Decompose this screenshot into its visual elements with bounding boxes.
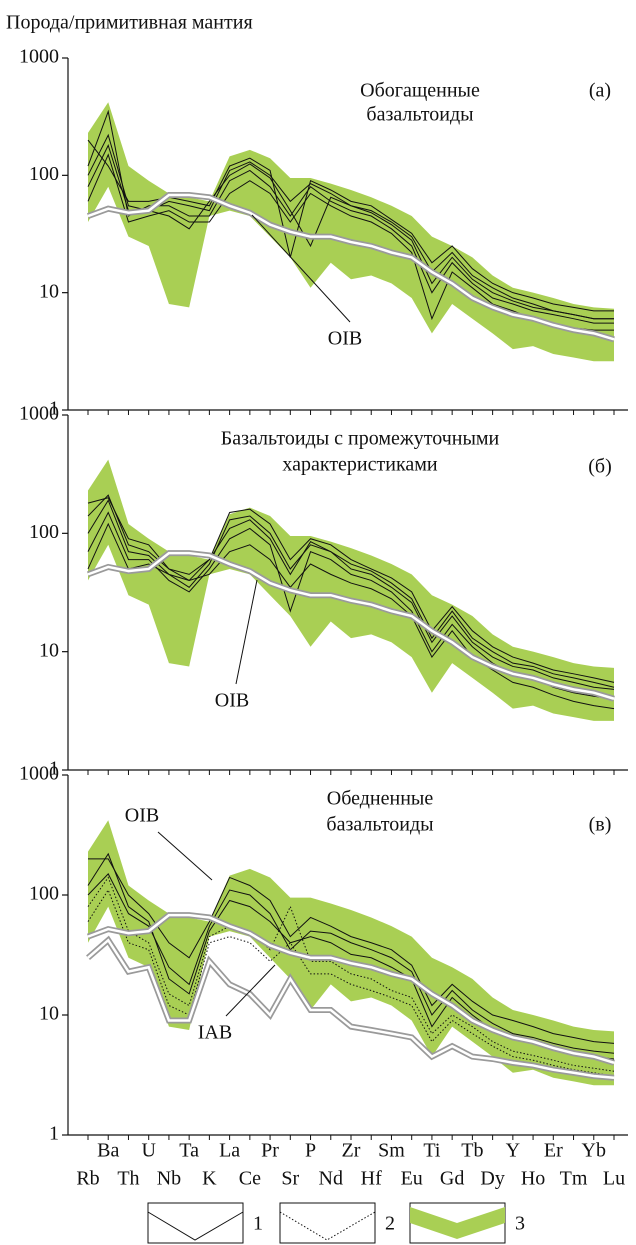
x-tick-label: Ti xyxy=(423,1140,441,1162)
x-tick-label: Sm xyxy=(378,1140,405,1162)
panel-title: базальтоиды xyxy=(366,104,473,126)
x-tick-label: Eu xyxy=(401,1168,423,1190)
reference-label: OIB xyxy=(215,690,249,712)
sample-line xyxy=(87,133,614,320)
sample-line xyxy=(87,876,615,1072)
sample-line xyxy=(87,139,614,312)
x-tick-label: Ta xyxy=(179,1140,199,1162)
panel-title: характеристиками xyxy=(282,454,438,476)
reference-line-inner xyxy=(87,938,615,1079)
x-tick-label: U xyxy=(141,1140,156,1162)
y-tick-label: 10 xyxy=(39,639,59,661)
legend-swatch xyxy=(410,1207,505,1239)
panel-label: (а) xyxy=(589,80,611,102)
x-tick-label: Yb xyxy=(582,1140,606,1162)
x-tick-label: Gd xyxy=(440,1168,464,1190)
x-tick-label: Ce xyxy=(239,1168,261,1190)
band-area xyxy=(88,820,614,1086)
x-tick-label: Th xyxy=(117,1168,139,1190)
x-tick-label: Sr xyxy=(281,1168,299,1190)
legend-swatch xyxy=(279,1211,376,1241)
x-tick-label: Zr xyxy=(342,1140,361,1162)
leader-line xyxy=(235,579,258,685)
sample-line xyxy=(88,858,615,1044)
panel-label: (б) xyxy=(588,456,612,478)
x-tick-label: Hf xyxy=(361,1168,382,1190)
panel-title: Базальтоиды с промежуточными xyxy=(221,428,500,450)
legend-label: 1 xyxy=(253,1213,263,1235)
leader-line xyxy=(225,964,276,1017)
x-tick-label: La xyxy=(219,1140,240,1162)
sample-line xyxy=(87,873,615,1054)
sample-line xyxy=(87,888,615,1077)
reference-label: OIB xyxy=(125,805,159,827)
x-tick-label: K xyxy=(202,1168,217,1190)
x-tick-label: Ba xyxy=(97,1140,119,1162)
x-tick-label: Tm xyxy=(560,1168,588,1190)
y-tick-label: 100 xyxy=(29,163,59,185)
y-tick-label: 10 xyxy=(39,1003,59,1025)
x-tick-label: Tb xyxy=(461,1140,483,1162)
x-tick-label: Y xyxy=(506,1140,520,1162)
reference-label: OIB xyxy=(328,328,362,350)
sample-line xyxy=(87,494,615,688)
x-tick-label: Nd xyxy=(319,1168,343,1190)
legend-swatch xyxy=(147,1211,244,1241)
leader-line xyxy=(157,831,213,881)
legend-box xyxy=(147,1202,244,1244)
x-tick-label: Dy xyxy=(480,1168,504,1190)
reference-line-inner xyxy=(87,193,615,341)
legend-label: 3 xyxy=(515,1213,525,1235)
sample-line xyxy=(87,497,615,683)
leader-line xyxy=(251,214,351,323)
reference-label: IAB xyxy=(198,1022,232,1044)
x-tick-label: Lu xyxy=(603,1168,625,1190)
y-tick-label: 100 xyxy=(29,521,59,543)
y-tick-label: 1 xyxy=(49,1123,59,1145)
panel-title: Обогащенные xyxy=(360,80,480,102)
x-tick-label: Rb xyxy=(76,1168,99,1190)
reference-line-inner xyxy=(87,913,615,1064)
legend-label: 2 xyxy=(385,1213,395,1235)
x-tick-label: Nb xyxy=(157,1168,181,1190)
reference-line-inner xyxy=(87,551,615,700)
y-tick-label: 100 xyxy=(29,883,59,905)
panel-title: базальтоиды xyxy=(326,814,433,836)
y-tick-label: 1000 xyxy=(19,46,59,68)
x-tick-label: Pr xyxy=(261,1140,279,1162)
panel-title: Обедненные xyxy=(327,788,434,810)
sample-line xyxy=(87,522,615,710)
y-tick-label: 10 xyxy=(39,280,59,302)
y-tick-label: 1000 xyxy=(19,763,59,785)
y-tick-label: 1 xyxy=(49,758,59,780)
y-tick-label: 1000 xyxy=(19,403,59,425)
y-tick-label: 1 xyxy=(49,398,59,420)
panel-label: (в) xyxy=(589,814,612,836)
sample-line xyxy=(87,109,614,324)
x-tick-label: P xyxy=(305,1140,316,1162)
x-tick-label: Er xyxy=(544,1140,563,1162)
sample-line xyxy=(87,499,615,690)
x-tick-label: Ho xyxy=(521,1168,545,1190)
legend-box xyxy=(279,1202,376,1244)
y-axis-label: Порода/примитивная мантия xyxy=(6,12,253,34)
